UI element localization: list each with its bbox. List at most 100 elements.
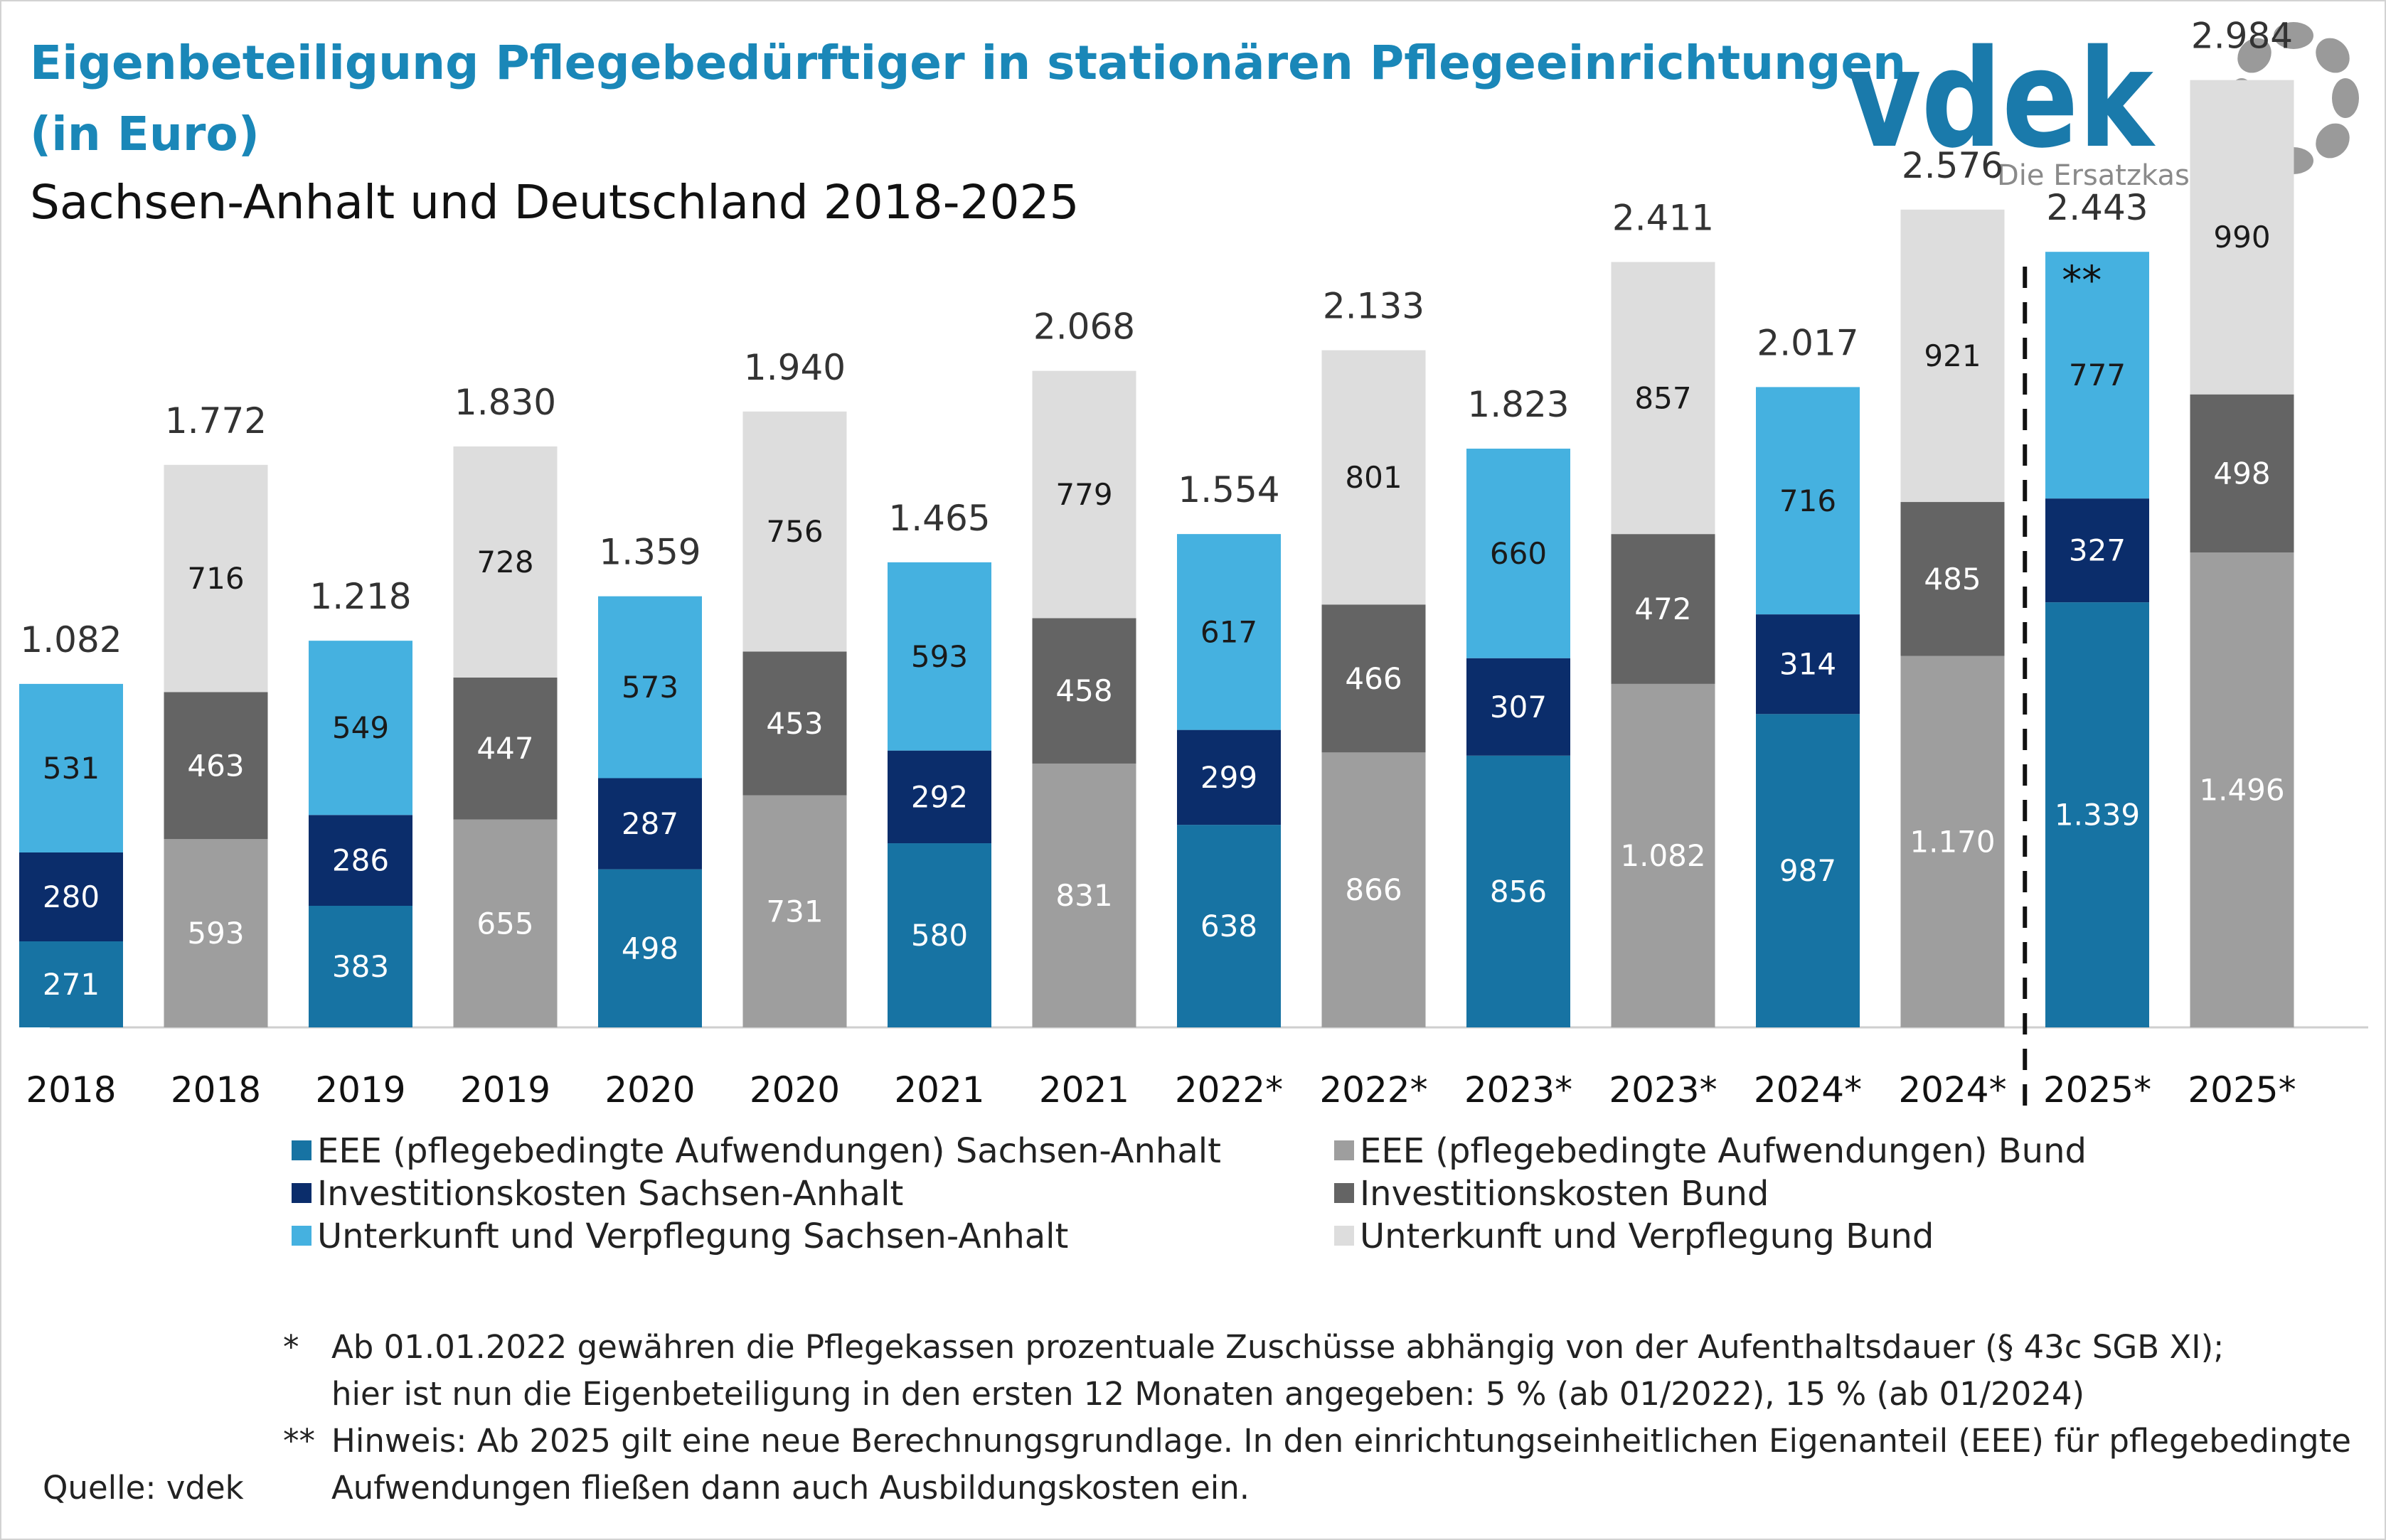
bar-segment-unterkunft-5 bbox=[742, 411, 847, 652]
bar-segment-unterkunft-6 bbox=[888, 562, 991, 751]
legend-swatch-eee-sa bbox=[292, 1140, 311, 1160]
bar-segment-unterkunft-7 bbox=[1032, 370, 1136, 619]
footnote-2-line-1: Hinweis: Ab 2025 gilt eine neue Berechnu… bbox=[331, 1422, 2351, 1460]
bar-segment-eee-13 bbox=[1900, 656, 2005, 1027]
bar-segment-unterkunft-12 bbox=[1756, 387, 1860, 615]
x-tick-label-0: 2018 bbox=[26, 1069, 116, 1109]
segment-label-unterkunft-9: 801 bbox=[1345, 460, 1402, 495]
bar-segment-investition-4 bbox=[598, 778, 702, 870]
bar-segment-unterkunft-4 bbox=[598, 596, 702, 779]
total-label-15: 2.984 bbox=[2191, 16, 2293, 57]
x-tick-label-14: 2025* bbox=[2043, 1069, 2151, 1109]
bar-segment-investition-5 bbox=[742, 651, 847, 796]
x-tick-label-13: 2024* bbox=[1898, 1069, 2006, 1109]
bar-segment-investition-12 bbox=[1756, 614, 1860, 715]
segment-label-eee-12: 987 bbox=[1779, 853, 1836, 888]
total-label-3: 1.830 bbox=[454, 382, 556, 423]
total-label-0: 1.082 bbox=[20, 619, 122, 661]
bar-segment-eee-7 bbox=[1032, 763, 1136, 1027]
segment-label-investition-14: 327 bbox=[2069, 533, 2126, 568]
segment-label-investition-15: 498 bbox=[2213, 456, 2270, 491]
bar-segment-eee-0 bbox=[19, 941, 123, 1027]
total-label-5: 1.940 bbox=[744, 347, 846, 388]
segment-label-eee-1: 593 bbox=[187, 916, 244, 951]
segment-label-eee-6: 580 bbox=[911, 918, 968, 953]
segment-label-investition-9: 466 bbox=[1345, 661, 1402, 696]
legend-label-unterkunft-bund: Unterkunft und Verpflegung Bund bbox=[1360, 1217, 1934, 1256]
legend-swatch-unterkunft-sa bbox=[292, 1226, 311, 1246]
segment-label-investition-13: 485 bbox=[1924, 562, 1981, 597]
footnote-2-line-2: Aufwendungen fließen dann auch Ausbildun… bbox=[331, 1469, 1250, 1507]
segment-label-unterkunft-8: 617 bbox=[1200, 614, 1257, 649]
segment-label-investition-4: 287 bbox=[622, 806, 678, 841]
segment-label-unterkunft-1: 716 bbox=[187, 561, 244, 596]
bar-segment-investition-2 bbox=[309, 815, 412, 906]
bar-segment-investition-1 bbox=[164, 692, 268, 840]
segment-label-unterkunft-13: 921 bbox=[1924, 338, 1981, 373]
segment-label-investition-11: 472 bbox=[1634, 592, 1691, 626]
total-label-6: 1.465 bbox=[888, 498, 990, 539]
logo-wordmark: vdek bbox=[1848, 21, 2156, 178]
segment-label-investition-3: 447 bbox=[476, 731, 533, 766]
bar-segment-eee-15 bbox=[2190, 552, 2294, 1027]
total-label-13: 2.576 bbox=[1902, 145, 2003, 186]
legend-label-eee-bund: EEE (pflegebedingte Aufwendungen) Bund bbox=[1360, 1131, 2087, 1171]
bar-segment-unterkunft-10 bbox=[1466, 449, 1570, 658]
bar-segment-investition-7 bbox=[1032, 618, 1136, 764]
bar-segment-unterkunft-11 bbox=[1611, 262, 1715, 535]
segment-label-eee-5: 731 bbox=[766, 894, 823, 929]
bar-segment-eee-14 bbox=[2045, 602, 2149, 1027]
bar-segment-unterkunft-8 bbox=[1177, 534, 1281, 730]
bar-segment-investition-10 bbox=[1466, 658, 1570, 756]
bar-segment-eee-4 bbox=[598, 869, 702, 1027]
stacked-bar-chart: 271 280 531 1.082 2018 593 463 716 1.772 2018 383 2… bbox=[19, 16, 2368, 1109]
segment-label-eee-11: 1.082 bbox=[1620, 838, 1705, 873]
segment-label-investition-2: 286 bbox=[332, 843, 389, 878]
x-tick-label-3: 2019 bbox=[460, 1069, 550, 1109]
x-tick-label-2: 2019 bbox=[315, 1069, 405, 1109]
bar-segment-eee-9 bbox=[1321, 752, 1426, 1027]
x-tick-label-10: 2023* bbox=[1464, 1069, 1572, 1109]
total-label-10: 1.823 bbox=[1467, 384, 1569, 425]
footnote-1-line-2: hier ist nun die Eigenbeteiligung in den… bbox=[331, 1375, 2085, 1413]
bar-segment-unterkunft-13 bbox=[1900, 209, 2005, 503]
bar-segment-eee-5 bbox=[742, 795, 847, 1027]
bar-segment-eee-11 bbox=[1611, 683, 1715, 1027]
x-tick-label-6: 2021 bbox=[894, 1069, 984, 1109]
segment-label-eee-7: 831 bbox=[1055, 878, 1112, 913]
segment-label-unterkunft-3: 728 bbox=[476, 545, 533, 579]
segment-label-eee-8: 638 bbox=[1200, 909, 1257, 943]
bar-segment-unterkunft-1 bbox=[164, 464, 268, 693]
segment-label-eee-2: 383 bbox=[332, 949, 389, 984]
bar-segment-investition-15 bbox=[2190, 394, 2294, 553]
divider-marker-label: ** bbox=[2062, 258, 2102, 304]
source-note: Quelle: vdek bbox=[43, 1469, 244, 1507]
bar-segment-eee-2 bbox=[309, 905, 412, 1027]
bar-segment-investition-13 bbox=[1900, 502, 2005, 656]
bar-segment-unterkunft-2 bbox=[309, 641, 412, 816]
segment-label-eee-10: 856 bbox=[1490, 874, 1547, 909]
segment-label-unterkunft-12: 716 bbox=[1779, 483, 1836, 518]
x-tick-label-12: 2024* bbox=[1754, 1069, 1862, 1109]
segment-label-eee-0: 271 bbox=[43, 967, 100, 1002]
x-tick-label-7: 2021 bbox=[1039, 1069, 1129, 1109]
bar-segment-eee-8 bbox=[1177, 825, 1281, 1027]
segment-label-unterkunft-11: 857 bbox=[1634, 380, 1691, 415]
total-label-4: 1.359 bbox=[599, 532, 701, 573]
segment-label-unterkunft-2: 549 bbox=[332, 710, 389, 745]
total-label-11: 2.411 bbox=[1612, 197, 1714, 238]
segment-label-investition-12: 314 bbox=[1779, 647, 1836, 682]
segment-label-unterkunft-5: 756 bbox=[766, 514, 823, 549]
chart-title-line-2: (in Euro) bbox=[30, 107, 260, 161]
footnote-2-marker: ** bbox=[283, 1422, 315, 1460]
segment-label-investition-8: 299 bbox=[1200, 760, 1257, 795]
legend-label-unterkunft-sa: Unterkunft und Verpflegung Sachsen-Anhal… bbox=[317, 1217, 1069, 1256]
bar-segment-investition-9 bbox=[1321, 604, 1426, 753]
segment-label-investition-10: 307 bbox=[1490, 690, 1547, 724]
segment-label-unterkunft-0: 531 bbox=[43, 751, 100, 786]
bar-segment-unterkunft-0 bbox=[19, 683, 123, 852]
bar-segment-unterkunft-14 bbox=[2045, 252, 2149, 499]
bar-segment-eee-1 bbox=[164, 839, 268, 1027]
legend-label-eee-sa: EEE (pflegebedingte Aufwendungen) Sachse… bbox=[317, 1131, 1221, 1171]
